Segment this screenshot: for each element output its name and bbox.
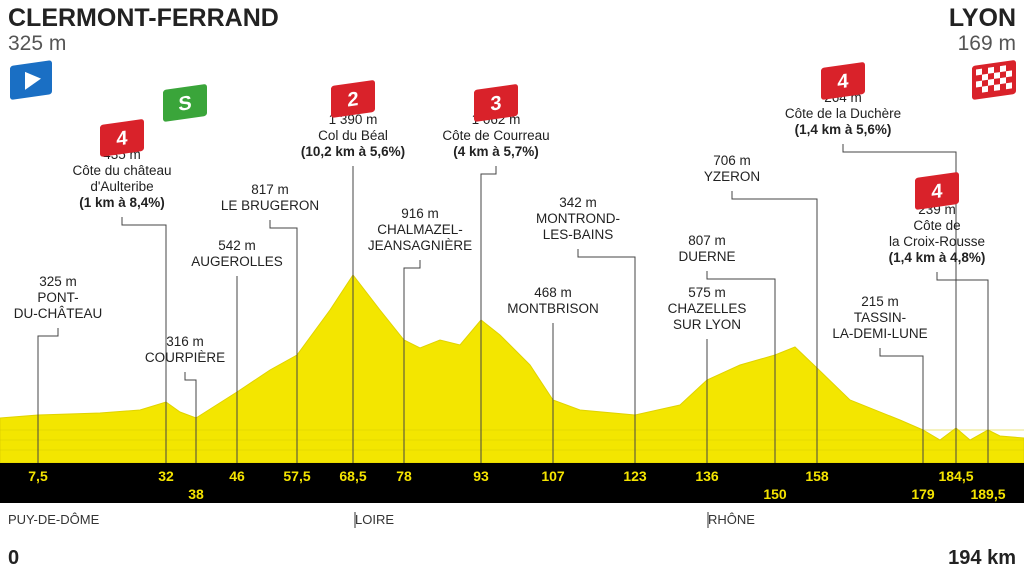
badge-shape	[100, 119, 144, 157]
point-label: LES-BAINS	[543, 227, 614, 242]
climb-badge: 4	[821, 62, 865, 100]
point-label: 807 m	[688, 233, 726, 248]
km-label: 78	[396, 468, 412, 484]
start-name: CLERMONT-FERRAND	[8, 4, 279, 32]
climb-badge: 4	[915, 172, 959, 210]
point-label: LE BRUGERON	[221, 198, 319, 213]
point-label: 325 m	[39, 274, 77, 289]
point-label: SUR LYON	[673, 317, 741, 332]
finish-name: LYON	[949, 4, 1016, 32]
climb-badge: 2	[331, 80, 375, 118]
connector	[403, 260, 421, 463]
badge-text: 2	[347, 88, 358, 111]
point-label: AUGEROLLES	[191, 254, 283, 269]
km-label: 184,5	[938, 468, 973, 484]
climb-badge: 3	[474, 84, 518, 122]
km-label: 123	[623, 468, 647, 484]
point-label: 706 m	[713, 153, 751, 168]
region-label: RHÔNE	[708, 512, 755, 527]
point-label: Côte de	[913, 218, 960, 233]
point-label: TASSIN-	[854, 310, 906, 325]
start-altitude: 325 m	[8, 32, 66, 55]
point-label: CHALMAZEL-	[377, 222, 463, 237]
connector	[842, 144, 957, 463]
km-label: 136	[695, 468, 719, 484]
point-label: 916 m	[401, 206, 439, 221]
point-label: PONT-	[37, 290, 78, 305]
point-label: d'Aulteribe	[90, 179, 153, 194]
connector	[37, 328, 59, 463]
point-label: Côte de Courreau	[442, 128, 549, 143]
km-label: 158	[805, 468, 829, 484]
badge-text: 4	[116, 127, 128, 151]
start-flag	[10, 60, 52, 100]
point-label: 575 m	[688, 285, 726, 300]
climb-badge: 4	[100, 119, 144, 157]
badge-shape	[821, 62, 865, 100]
badge-text: 4	[837, 70, 849, 94]
point-label: Côte du château	[72, 163, 171, 178]
connector	[480, 166, 497, 463]
distance-start: 0	[8, 547, 19, 569]
km-label: 46	[229, 468, 245, 484]
badge-text: 4	[931, 180, 943, 204]
point-label: DU-CHÂTEAU	[14, 306, 103, 321]
finish-altitude: 169 m	[958, 32, 1016, 55]
km-label: 68,5	[339, 468, 366, 484]
km-label: 57,5	[283, 468, 310, 484]
point-label: LA-DEMI-LUNE	[832, 326, 927, 341]
connector	[121, 217, 167, 463]
badge-shape	[331, 80, 375, 118]
point-label: CHAZELLES	[668, 301, 747, 316]
point-label: 542 m	[218, 238, 256, 253]
point-label: 817 m	[251, 182, 289, 197]
badge-shape	[474, 84, 518, 122]
badge-text: 3	[490, 92, 501, 115]
point-label: DUERNE	[678, 249, 735, 264]
point-label: 316 m	[166, 334, 204, 349]
point-label: (10,2 km à 5,6%)	[301, 144, 405, 159]
point-label: Col du Béal	[318, 128, 388, 143]
region-label: LOIRE	[355, 512, 394, 527]
point-label: MONTBRISON	[507, 301, 599, 316]
km-label: 189,5	[970, 486, 1005, 502]
connector	[706, 271, 776, 463]
point-label: 468 m	[534, 285, 572, 300]
sprint-badge: S	[163, 84, 207, 122]
connector	[269, 220, 298, 463]
km-label: 38	[188, 486, 204, 502]
distance-end: 194 km	[948, 547, 1016, 569]
connector	[879, 348, 924, 463]
badge-shape	[915, 172, 959, 210]
point-label: YZERON	[704, 169, 760, 184]
km-label: 93	[473, 468, 489, 484]
point-label: MONTROND-	[536, 211, 620, 226]
km-bar	[0, 463, 1024, 503]
badge-shape	[163, 84, 207, 122]
km-label: 107	[541, 468, 565, 484]
region-label: PUY-DE-DÔME	[8, 512, 100, 527]
badge-text: S	[178, 92, 191, 116]
point-label: JEANSAGNIÈRE	[368, 238, 472, 253]
km-label: 150	[763, 486, 787, 502]
point-label: (4 km à 5,7%)	[453, 144, 539, 159]
km-label: 7,5	[28, 468, 48, 484]
connector	[184, 372, 197, 463]
point-label: 215 m	[861, 294, 899, 309]
point-label: la Croix-Rousse	[889, 234, 985, 249]
point-label: 342 m	[559, 195, 597, 210]
point-label: (1 km à 8,4%)	[79, 195, 165, 210]
point-label: (1,4 km à 5,6%)	[795, 122, 892, 137]
point-label: COURPIÈRE	[145, 350, 225, 365]
km-label: 179	[911, 486, 935, 502]
connector	[936, 272, 989, 463]
km-label: 32	[158, 468, 174, 484]
point-label: Côte de la Duchère	[785, 106, 901, 121]
finish-flag	[972, 60, 1016, 100]
connector	[577, 249, 636, 463]
connector	[731, 191, 818, 463]
point-label: (1,4 km à 4,8%)	[889, 250, 986, 265]
